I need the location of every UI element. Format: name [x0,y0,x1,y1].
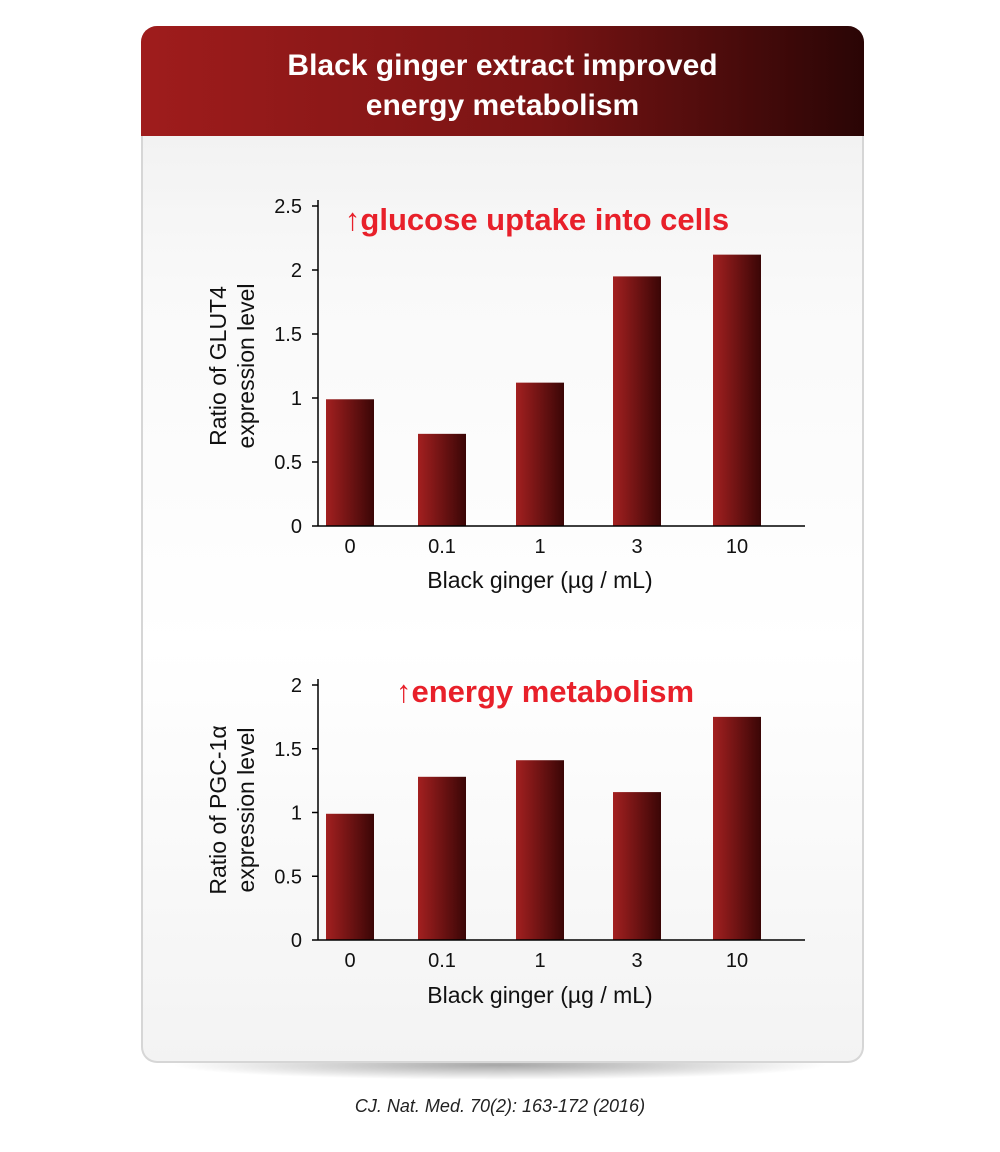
chart1-y-tick-label: 0 [291,516,302,538]
chart1-y-axis-label: Ratio of GLUT4expression level [205,284,259,449]
chart1-x-tick-label: 10 [726,536,748,558]
citation: CJ. Nat. Med. 70(2): 163-172 (2016) [354,1096,646,1116]
chart2-bar-0_1 [418,776,466,940]
chart1-bar-0_1 [418,433,466,526]
card-title: Black ginger extract improved energy met… [287,49,718,122]
chart1-bar-0 [326,399,374,526]
chart1-annotation: ↑glucose uptake into cells [345,202,729,237]
card-header [141,26,864,136]
chart2-y-tick-label: 0.5 [274,866,302,888]
chart1-y-tick-label: 2 [291,260,302,282]
chart2-x-tick-label: 3 [631,950,642,972]
chart1-bar-10 [713,254,761,526]
chart2-bar-3 [613,792,661,940]
chart2-x-tick-label: 10 [726,950,748,972]
chart1-x-tick-label: 0 [344,536,355,558]
chart2-bar-0 [326,813,374,940]
chart1-y-tick-label: 1.5 [274,324,302,346]
chart1-y-tick-label: 1 [291,388,302,410]
chart2-y-tick-label: 1.5 [274,739,302,761]
chart1-x-axis-label: Black ginger (µg / mL) [427,567,652,593]
chart1-x-tick-label: 1 [534,536,545,558]
chart2-x-tick-label: 0 [344,950,355,972]
chart2-bar-1 [516,760,564,940]
chart1-x-tick-label: 0.1 [428,536,456,558]
chart1-bar-3 [613,276,661,526]
chart2-y-tick-label: 1 [291,803,302,825]
chart2-y-axis-label: Ratio of PGC-1αexpression level [205,725,259,894]
chart1-x-tick-label: 3 [631,536,642,558]
chart1-bar-1 [516,382,564,526]
chart2-x-axis-label: Black ginger (µg / mL) [427,982,652,1008]
chart2-annotation: ↑energy metabolism [396,674,694,709]
chart2-x-tick-label: 1 [534,950,545,972]
chart2-y-tick-label: 2 [291,675,302,697]
chart1-y-tick-label: 2.5 [274,196,302,218]
chart2-y-tick-label: 0 [291,930,302,952]
chart2-x-tick-label: 0.1 [428,950,456,972]
chart1-y-tick-label: 0.5 [274,452,302,474]
chart2-bar-10 [713,716,761,940]
